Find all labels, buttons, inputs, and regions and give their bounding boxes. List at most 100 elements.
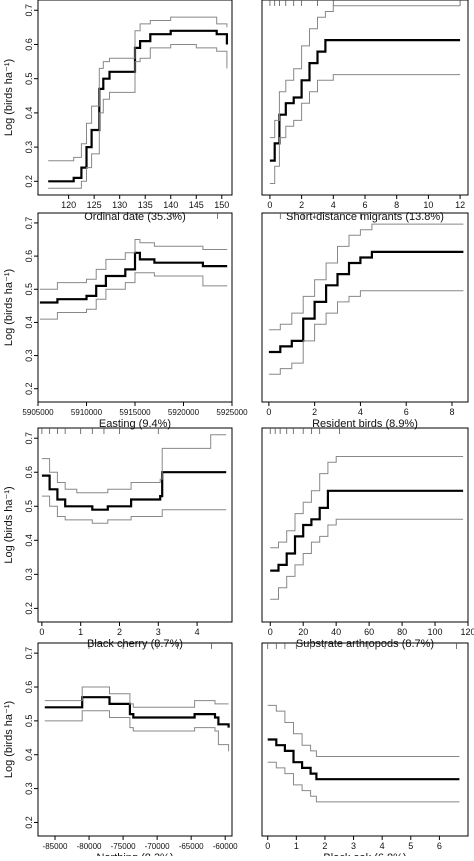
y-tick-label: 0.7 [24,4,34,17]
x-tick-label: 5920000 [168,408,200,417]
series-line-lower [39,272,228,320]
plot-frame-1 [37,0,233,196]
y-tick-label: 0.3 [24,568,34,581]
series-line-fit [267,738,460,781]
plot-frame-5 [37,427,233,623]
x-tick-label: 5915000 [119,408,151,417]
series-line-upper [39,239,228,290]
x-axis-label: Northing (8.3%) [96,852,173,856]
series-line-fit [270,489,464,572]
x-tick-label: 145 [189,200,204,210]
y-tick-label: 0.4 [24,534,34,547]
x-axis-label: Substrate arthropods (8.7%) [296,638,434,650]
x-tick-label: 0 [39,627,44,637]
series-line-lower [44,710,230,752]
x-tick-label: 125 [87,200,102,210]
series-line-fit [268,250,464,354]
x-tick-label: 2 [322,841,327,851]
y-tick-label: 0.6 [24,681,34,694]
y-tick-label: 0.5 [24,715,34,728]
x-tick-label: 1 [294,841,299,851]
series-line-upper [268,223,464,331]
series-line-lower [269,74,461,184]
plot-frame-6 [261,427,469,623]
x-tick-label: 6 [362,200,367,210]
y-tick-label: 0.2 [24,382,34,395]
y-tick-label: 0.4 [24,316,34,329]
x-tick-label: 120 [460,627,474,637]
x-tick-label: 12 [455,200,465,210]
x-tick-label: -75000 [111,842,136,851]
y-axis-label: Log (birds ha⁻¹) [3,59,15,136]
series-line-fit [269,39,461,162]
y-tick-label: 0.7 [24,217,34,230]
x-tick-label: 8 [394,200,399,210]
x-tick-label: 60 [364,627,374,637]
x-tick-label: -80000 [77,842,102,851]
series-line-lower [267,761,460,803]
x-tick-label: 2 [117,627,122,637]
y-tick-label: 0.5 [24,500,34,513]
series-line-fit [41,471,227,511]
x-tick-label: 3 [156,627,161,637]
x-tick-label: 2 [312,407,317,417]
x-tick-label: -60000 [213,842,238,851]
series-line-upper [48,16,228,162]
y-tick-label: 0.6 [24,466,34,479]
x-tick-label: 10 [423,200,433,210]
series-line-fit [48,29,228,183]
y-axis-label: Log (birds ha⁻¹) [3,269,15,346]
x-tick-label: 40 [331,627,341,637]
series-line-upper [269,5,461,139]
y-tick-label: 0.3 [24,349,34,362]
x-tick-label: 5905000 [22,408,54,417]
y-tick-label: 0.5 [24,72,34,85]
series-line-lower [270,518,464,600]
series-line-upper [267,704,460,757]
x-tick-label: 5925000 [216,408,248,417]
x-axis-label: Ordinal date (35.3%) [84,211,186,223]
x-tick-label: 1 [78,627,83,637]
x-tick-label: 135 [138,200,153,210]
x-tick-label: -85000 [43,842,68,851]
x-tick-label: 4 [195,627,200,637]
x-axis-label: Short-distance migrants (13.8%) [286,211,444,223]
y-tick-label: 0.7 [24,647,34,660]
y-tick-label: 0.3 [24,141,34,154]
x-tick-label: 20 [298,627,308,637]
series-line-lower [41,495,227,524]
x-axis-label: Easting (9.4%) [99,418,171,430]
series-line-fit [39,251,228,304]
x-tick-label: 3 [351,841,356,851]
x-tick-label: 4 [380,841,385,851]
series-line-lower [48,44,228,189]
x-tick-label: 6 [404,407,409,417]
y-tick-label: 0.2 [24,175,34,188]
x-axis-label: Resident birds (8.9%) [312,418,418,430]
series-line-upper [41,434,227,494]
x-tick-label: 8 [449,407,454,417]
x-axis-label: Black oak (6.8%) [323,852,406,856]
x-tick-label: 4 [358,407,363,417]
series-line-lower [268,290,464,375]
x-tick-label: 0 [266,407,271,417]
x-tick-label: 100 [428,627,443,637]
x-tick-label: 5910000 [71,408,103,417]
x-tick-label: 0 [265,841,270,851]
y-tick-label: 0.7 [24,432,34,445]
y-tick-label: 0.4 [24,107,34,120]
plot-frame-8 [261,642,469,837]
x-tick-label: 130 [112,200,127,210]
x-tick-label: -70000 [145,842,170,851]
x-tick-label: 6 [437,841,442,851]
x-tick-label: 150 [214,200,229,210]
x-tick-label: 4 [331,200,336,210]
y-tick-label: 0.4 [24,748,34,761]
x-tick-label: 0 [268,627,273,637]
y-tick-label: 0.6 [24,250,34,263]
x-tick-label: 80 [397,627,407,637]
x-axis-label: Black cherry (8.7%) [87,638,183,650]
series-line-upper [44,686,229,708]
